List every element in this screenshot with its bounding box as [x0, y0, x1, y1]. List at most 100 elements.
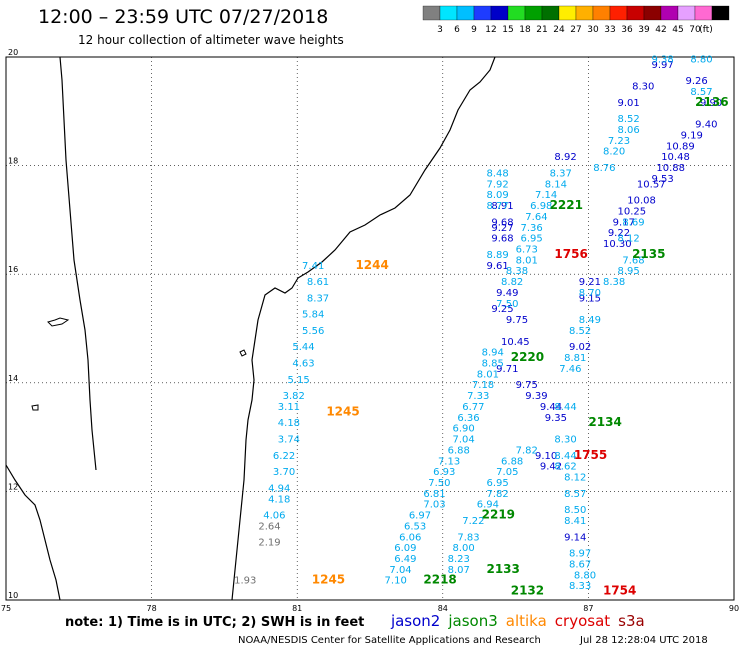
- pass-time-label: 2133: [486, 562, 519, 576]
- pass-time-label: 2134: [588, 415, 621, 429]
- scale-label: 24: [553, 25, 565, 35]
- wave-height-point: 9.25: [491, 304, 513, 315]
- scale-label: 21: [536, 25, 547, 35]
- scale-label: 30: [587, 25, 599, 35]
- wave-height-point: 6.88: [448, 445, 470, 456]
- wave-height-point: 5.84: [302, 310, 324, 321]
- scale-label: 9: [471, 25, 477, 35]
- wave-height-point: 8.69: [622, 217, 644, 228]
- wave-height-point: 7.13: [438, 456, 460, 467]
- footer-timestamp: Jul 28 12:28:04 UTC 2018: [580, 635, 708, 646]
- scale-label: 27: [570, 25, 581, 35]
- wave-height-point: 1.93: [234, 576, 256, 587]
- wave-height-point: 4.63: [292, 359, 314, 370]
- wave-height-point: 8.09: [486, 190, 508, 201]
- wave-height-point: 5.56: [302, 326, 324, 337]
- wave-height-point: 8.95: [618, 266, 640, 277]
- scale-label: 3: [437, 25, 443, 35]
- wave-height-point: 5.15: [287, 375, 309, 386]
- wave-height-point: 8.38: [603, 277, 625, 288]
- wave-height-point: 7.50: [428, 478, 450, 489]
- wave-height-point: 7.83: [457, 532, 479, 543]
- wave-height-point: 9.39: [525, 391, 547, 402]
- wave-height-point: 9.15: [579, 293, 601, 304]
- wave-height-point: 6.09: [394, 543, 416, 554]
- wave-height-point: 6.22: [273, 451, 295, 462]
- grid-lines: [5, 56, 735, 601]
- wave-height-point: 9.49: [496, 288, 518, 299]
- pass-time-label: 2136: [695, 95, 728, 109]
- pass-time-label: 1756: [554, 247, 587, 261]
- pass-time-label: 2219: [482, 508, 515, 522]
- wave-height-point: 8.49: [579, 315, 601, 326]
- wave-height-point: 10.57: [637, 179, 666, 190]
- scale-label: 18: [519, 25, 531, 35]
- lat-tick-label: 16: [8, 265, 18, 274]
- wave-height-point: 4.18: [268, 494, 290, 505]
- india-east-coastline: [231, 56, 496, 601]
- wave-height-point: 6.98: [530, 201, 552, 212]
- wave-height-point: 7.33: [467, 391, 489, 402]
- wave-height-point: 8.81: [564, 353, 586, 364]
- wave-height-point: 9.22: [608, 228, 630, 239]
- wave-height-point: 6.36: [457, 413, 479, 424]
- wave-height-point: 9.42: [540, 462, 562, 473]
- wave-height-point: 9.75: [516, 380, 538, 391]
- wave-height-point: 8.14: [545, 179, 567, 190]
- wave-height-point: 8.44: [554, 451, 576, 462]
- scale-label: 15: [502, 25, 513, 35]
- wave-height-point: 7.03: [423, 500, 445, 511]
- scale-label: 39: [638, 25, 650, 35]
- wave-height-point: 3.70: [273, 467, 295, 478]
- wave-height-point: 8.89: [486, 250, 508, 261]
- wave-height-point: 6.81: [423, 489, 445, 500]
- wave-height-point: 7.23: [608, 136, 630, 147]
- wave-height-point: 9.19: [681, 130, 703, 141]
- wave-height-point: 5.44: [292, 342, 314, 353]
- wave-height-point: 8.41: [564, 516, 586, 527]
- lon-tick-label: 84: [438, 604, 448, 613]
- wave-height-point: 6.94: [477, 500, 499, 511]
- wave-height-point: 8.77: [486, 201, 508, 212]
- scale-label: 6: [454, 25, 460, 35]
- pass-time-label: 1244: [355, 258, 388, 272]
- wave-height-point: 7.22: [462, 516, 484, 527]
- wave-height-point: 9.17: [613, 217, 635, 228]
- lat-tick-label: 14: [8, 374, 18, 383]
- wave-height-point: 7.04: [389, 565, 411, 576]
- wave-height-point: 6.95: [520, 234, 542, 245]
- scale-swatch: [711, 5, 730, 21]
- footer-note-row: note: 1) Time is in UTC; 2) SWH is in fe…: [65, 612, 645, 630]
- wave-height-point: 8.01: [477, 369, 499, 380]
- wave-height-point: 8.76: [593, 163, 615, 174]
- wave-height-point: 8.52: [569, 326, 591, 337]
- lon-tick-label: 90: [729, 604, 739, 613]
- coastline: [5, 56, 496, 601]
- axis-tick-labels: 75 78 81 84 87 90 20 18 16 14 12 10: [1, 48, 739, 613]
- wave-height-point: 8.07: [448, 565, 470, 576]
- wave-height-point: 3.11: [278, 402, 300, 413]
- wave-height-point: 9.68: [491, 234, 513, 245]
- wave-height-point: 9.38: [651, 54, 673, 65]
- wave-height-point: 8.30: [554, 435, 576, 446]
- wave-height-point: 9.27: [491, 223, 513, 234]
- wave-height-point: 7.18: [472, 380, 494, 391]
- wave-height-point: 8.70: [579, 288, 601, 299]
- wave-height-point: 8.30: [632, 82, 654, 93]
- wave-height-point: 2.64: [258, 521, 280, 532]
- wave-height-point: 8.85: [482, 359, 504, 370]
- lat-tick-label: 12: [8, 482, 18, 491]
- lat-tick-label: 18: [8, 157, 18, 166]
- wave-height-point: 8.80: [690, 54, 712, 65]
- wave-height-point: 9.26: [685, 76, 707, 87]
- scale-label: (ft): [699, 25, 713, 35]
- footer-credit: NOAA/NESDIS Center for Satellite Applica…: [238, 635, 541, 646]
- satellite-legend-item: jason3: [448, 612, 498, 630]
- pass-time-label: 2221: [550, 198, 583, 212]
- wave-height-point: 8.33: [569, 581, 591, 592]
- satellite-legend-item: s3a: [618, 612, 645, 630]
- island-small: [47, 317, 70, 327]
- wave-height-point: 3.82: [283, 391, 305, 402]
- scale-label: 45: [672, 25, 683, 35]
- wave-height-point: 6.77: [462, 402, 484, 413]
